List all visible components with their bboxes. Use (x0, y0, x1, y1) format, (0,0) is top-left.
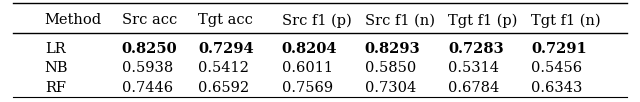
Text: Src acc: Src acc (122, 13, 177, 27)
Text: NB: NB (45, 61, 68, 75)
Text: 0.7283: 0.7283 (448, 42, 504, 56)
Text: Src f1 (p): Src f1 (p) (282, 13, 351, 28)
Text: 0.7446: 0.7446 (122, 81, 173, 95)
Text: LR: LR (45, 42, 65, 56)
Text: 0.7294: 0.7294 (198, 42, 254, 56)
Text: 0.5456: 0.5456 (531, 61, 582, 75)
Text: 0.6784: 0.6784 (448, 81, 499, 95)
Text: 0.8293: 0.8293 (365, 42, 420, 56)
Text: 0.5412: 0.5412 (198, 61, 249, 75)
Text: 0.5938: 0.5938 (122, 61, 173, 75)
Text: 0.8204: 0.8204 (282, 42, 337, 56)
Text: Tgt acc: Tgt acc (198, 13, 253, 27)
Text: RF: RF (45, 81, 66, 95)
Text: 0.5850: 0.5850 (365, 61, 416, 75)
Text: 0.6343: 0.6343 (531, 81, 582, 95)
Text: 0.7291: 0.7291 (531, 42, 587, 56)
Text: 0.6592: 0.6592 (198, 81, 250, 95)
Text: 0.7304: 0.7304 (365, 81, 416, 95)
Text: 0.6011: 0.6011 (282, 61, 333, 75)
Text: Src f1 (n): Src f1 (n) (365, 13, 435, 27)
Text: 0.8250: 0.8250 (122, 42, 177, 56)
Text: Tgt f1 (n): Tgt f1 (n) (531, 13, 601, 28)
Text: Method: Method (45, 13, 102, 27)
Text: 0.5314: 0.5314 (448, 61, 499, 75)
Text: 0.7569: 0.7569 (282, 81, 333, 95)
Text: Tgt f1 (p): Tgt f1 (p) (448, 13, 517, 28)
